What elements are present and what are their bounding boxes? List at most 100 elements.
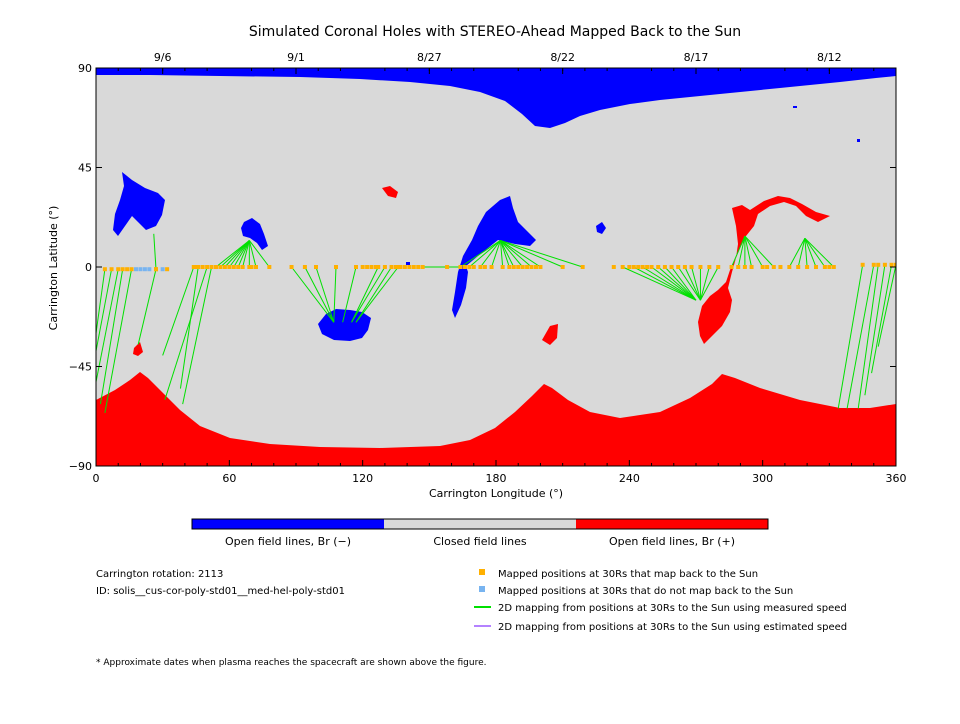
mapped-position — [580, 265, 585, 269]
positive-hole-lon205 — [542, 324, 558, 345]
mapped-position — [462, 265, 467, 269]
mapped-position — [676, 265, 681, 269]
mapped-position — [645, 265, 650, 269]
mapped-position — [511, 265, 516, 269]
mapped-position — [765, 265, 770, 269]
y-tick-label: 0 — [85, 261, 92, 274]
y-tick-label: −45 — [69, 361, 92, 374]
colorbar-label-closed: Closed field lines — [433, 535, 527, 548]
mapped-position — [200, 265, 205, 269]
north-polar-negative-hole — [96, 68, 896, 128]
legend-not-mapped-label: Mapped positions at 30Rs that do not map… — [498, 586, 793, 597]
mapped-position — [398, 265, 403, 269]
mapping-line — [499, 240, 515, 268]
mapped-position — [394, 265, 398, 269]
x-tick-label: 0 — [93, 472, 100, 485]
mapped-position — [538, 265, 543, 269]
mapping-line — [499, 240, 510, 268]
mapping-line — [179, 266, 199, 389]
mapped-position — [698, 265, 703, 269]
mapped-position — [636, 265, 641, 269]
mapped-position — [611, 265, 616, 269]
positive-hole-lon130 — [382, 186, 398, 198]
mapping-line — [744, 235, 753, 268]
date-label: 9/6 — [154, 51, 172, 64]
colorbar-closed — [384, 519, 576, 529]
mapped-position — [125, 267, 130, 272]
mapping-line — [99, 269, 124, 405]
legend-not-mapped-marker — [479, 586, 485, 592]
mapped-position — [742, 265, 747, 269]
colorbar-frame — [191, 518, 769, 530]
mapping-line — [664, 266, 697, 301]
speck — [793, 106, 797, 108]
mapped-position — [822, 265, 827, 269]
mapping-line — [500, 240, 524, 268]
mapped-position — [302, 265, 307, 269]
mapped-position — [525, 265, 530, 269]
mapping-line — [351, 266, 386, 323]
mapped-position — [649, 265, 654, 269]
mapped-position — [467, 265, 472, 269]
mapping-line — [355, 266, 399, 323]
mapped-position — [407, 265, 412, 269]
mapping-line — [315, 266, 335, 323]
mapped-positions — [102, 262, 896, 272]
mapped-position — [894, 262, 896, 267]
mapping-line — [96, 269, 119, 383]
mapped-position — [689, 265, 694, 269]
mapped-position — [411, 265, 416, 269]
mapping-line — [500, 239, 583, 268]
mapped-position — [669, 265, 674, 269]
mapped-position — [376, 265, 381, 269]
mapping-line — [804, 238, 817, 268]
mapping-line — [137, 269, 157, 345]
mapped-position — [831, 265, 836, 269]
mapping-line — [731, 235, 746, 268]
positive-hole-lon20 — [133, 342, 143, 356]
negative-hole-lon70 — [241, 218, 268, 250]
mapping-line — [248, 240, 257, 268]
mapped-position — [236, 265, 241, 269]
mapped-position — [365, 265, 370, 269]
mapped-position — [749, 265, 754, 269]
mapped-position — [520, 265, 525, 269]
negative-hole-lon180 — [452, 196, 536, 318]
mapping-line — [837, 264, 864, 409]
mapping-line — [857, 264, 879, 409]
mapped-position — [249, 265, 254, 269]
mapping-line — [242, 240, 250, 268]
mapped-position — [471, 265, 476, 269]
mapped-position — [102, 267, 107, 272]
mapped-position — [129, 267, 134, 272]
mapped-position — [827, 265, 832, 269]
mapped-position — [876, 262, 881, 267]
mapped-position — [656, 265, 661, 269]
mapped-position — [194, 265, 198, 269]
date-label: 8/22 — [550, 51, 575, 64]
mapped-position — [227, 265, 232, 269]
mapping-line — [355, 266, 392, 323]
mapped-position — [529, 265, 534, 269]
mapping-line — [500, 240, 563, 268]
mapped-position — [214, 265, 218, 269]
mapped-position — [627, 265, 632, 269]
south-polar-positive-hole — [96, 372, 896, 466]
mapped-position — [805, 265, 810, 269]
mapped-position — [191, 265, 196, 269]
mapped-position — [482, 265, 487, 269]
mapping-line — [96, 269, 106, 334]
mapped-position — [369, 265, 374, 269]
mapped-position — [640, 265, 645, 269]
mapping-line — [237, 240, 250, 268]
legend-estimated-label: 2D mapping from positions at 30Rs to the… — [498, 622, 847, 633]
mapping-line — [291, 266, 335, 323]
mapping-line — [737, 235, 746, 268]
mapped-position — [196, 265, 201, 269]
mapped-position — [507, 265, 512, 269]
mapping-line — [153, 233, 157, 270]
y-tick-labels: −90 −45 0 45 90 — [69, 62, 92, 473]
mapped-position — [116, 267, 121, 272]
mapped-position — [787, 265, 792, 269]
positive-hole-lon275 — [698, 196, 830, 344]
